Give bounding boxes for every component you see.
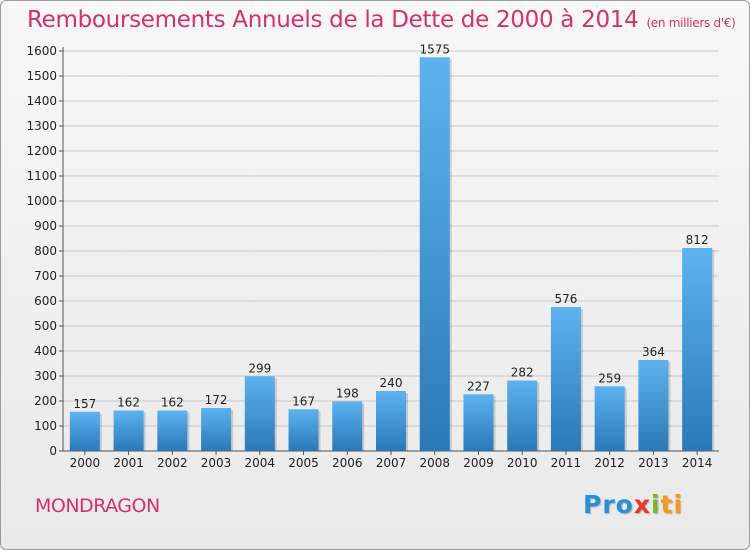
y-tick-label: 300: [34, 369, 57, 383]
bar-value-label: 299: [248, 361, 271, 375]
bar-value-label: 172: [205, 393, 228, 407]
bar: [682, 248, 713, 451]
bar: [376, 391, 406, 451]
bar: [594, 386, 625, 451]
y-tick-label: 0: [49, 444, 57, 458]
bar-value-label: 240: [380, 376, 403, 390]
y-tick-label: 900: [34, 219, 57, 233]
bar-value-label: 364: [642, 345, 665, 359]
bar: [157, 410, 188, 451]
x-tick-label: 2010: [507, 456, 538, 470]
bar-value-label: 162: [161, 396, 184, 410]
x-tick-label: 2013: [638, 456, 669, 470]
y-tick-label: 1200: [26, 144, 57, 158]
bar-value-label: 812: [686, 233, 709, 247]
logo-part-2: x: [633, 490, 651, 519]
y-tick-label: 1400: [26, 94, 57, 108]
y-tick-label: 1500: [26, 69, 57, 83]
x-tick-label: 2011: [551, 456, 582, 470]
x-tick-label: 2014: [682, 456, 713, 470]
logo-part-4: ti: [660, 490, 684, 519]
bar: [244, 376, 275, 451]
y-tick-label: 800: [34, 244, 57, 258]
bar-layer: 157 162 162 172 299 167 198 240 1575 227 282 576 259…: [69, 42, 715, 451]
y-tick-label: 1000: [26, 194, 57, 208]
y-tick-label: 1600: [26, 44, 57, 58]
y-tick-label: 400: [34, 344, 57, 358]
bar-value-label: 227: [467, 379, 490, 393]
chart-title-text: Remboursements Annuels de la Dette de 20…: [27, 7, 639, 33]
bar-value-label: 259: [598, 371, 621, 385]
bar-value-label: 198: [336, 387, 359, 401]
bar: [463, 394, 494, 451]
y-tick-label: 1300: [26, 119, 57, 133]
x-tick-label: 2004: [245, 456, 276, 470]
y-tick-label: 1100: [26, 169, 57, 183]
chart-title: Remboursements Annuels de la Dette de 20…: [27, 7, 736, 33]
bar: [550, 307, 581, 451]
bar: [419, 57, 450, 451]
bar-value-label: 282: [511, 366, 534, 380]
proxiti-logo: Proxiti: [583, 490, 683, 519]
x-tick-label: 2009: [463, 456, 494, 470]
y-tick-label: 600: [34, 294, 57, 308]
commune-name: MONDRAGON: [35, 495, 160, 517]
bar: [201, 408, 232, 451]
bar: [288, 409, 319, 451]
chart-unit: (en milliers d'€): [646, 16, 736, 30]
x-tick-label: 2008: [419, 456, 450, 470]
x-tick-label: 2012: [594, 456, 625, 470]
logo-part-1: Pro: [583, 490, 634, 519]
bar-value-label: 167: [292, 394, 315, 408]
x-tick-label: 2000: [70, 456, 101, 470]
y-tick-label: 100: [34, 419, 57, 433]
x-tick-label: 2007: [376, 456, 407, 470]
bar: [638, 360, 669, 451]
bar: [332, 401, 363, 451]
y-tick-label: 200: [34, 394, 57, 408]
bar-value-label: 157: [73, 397, 96, 411]
bar-value-label: 576: [554, 292, 577, 306]
bar: [113, 410, 144, 451]
bar-value-label: 162: [117, 396, 140, 410]
y-tick-label: 700: [34, 269, 57, 283]
axis-layer: 0 100 200 300 400 500 600 700 800 900 1000 1100 1200…: [26, 44, 719, 470]
bar-value-label: 1575: [419, 42, 450, 56]
x-tick-label: 2003: [201, 456, 232, 470]
x-tick-label: 2001: [113, 456, 144, 470]
x-tick-label: 2002: [157, 456, 188, 470]
x-tick-label: 2005: [288, 456, 319, 470]
logo-part-3: i: [650, 490, 661, 519]
bar: [69, 411, 100, 451]
x-tick-label: 2006: [332, 456, 363, 470]
y-tick-label: 500: [34, 319, 57, 333]
bar: [507, 380, 538, 451]
